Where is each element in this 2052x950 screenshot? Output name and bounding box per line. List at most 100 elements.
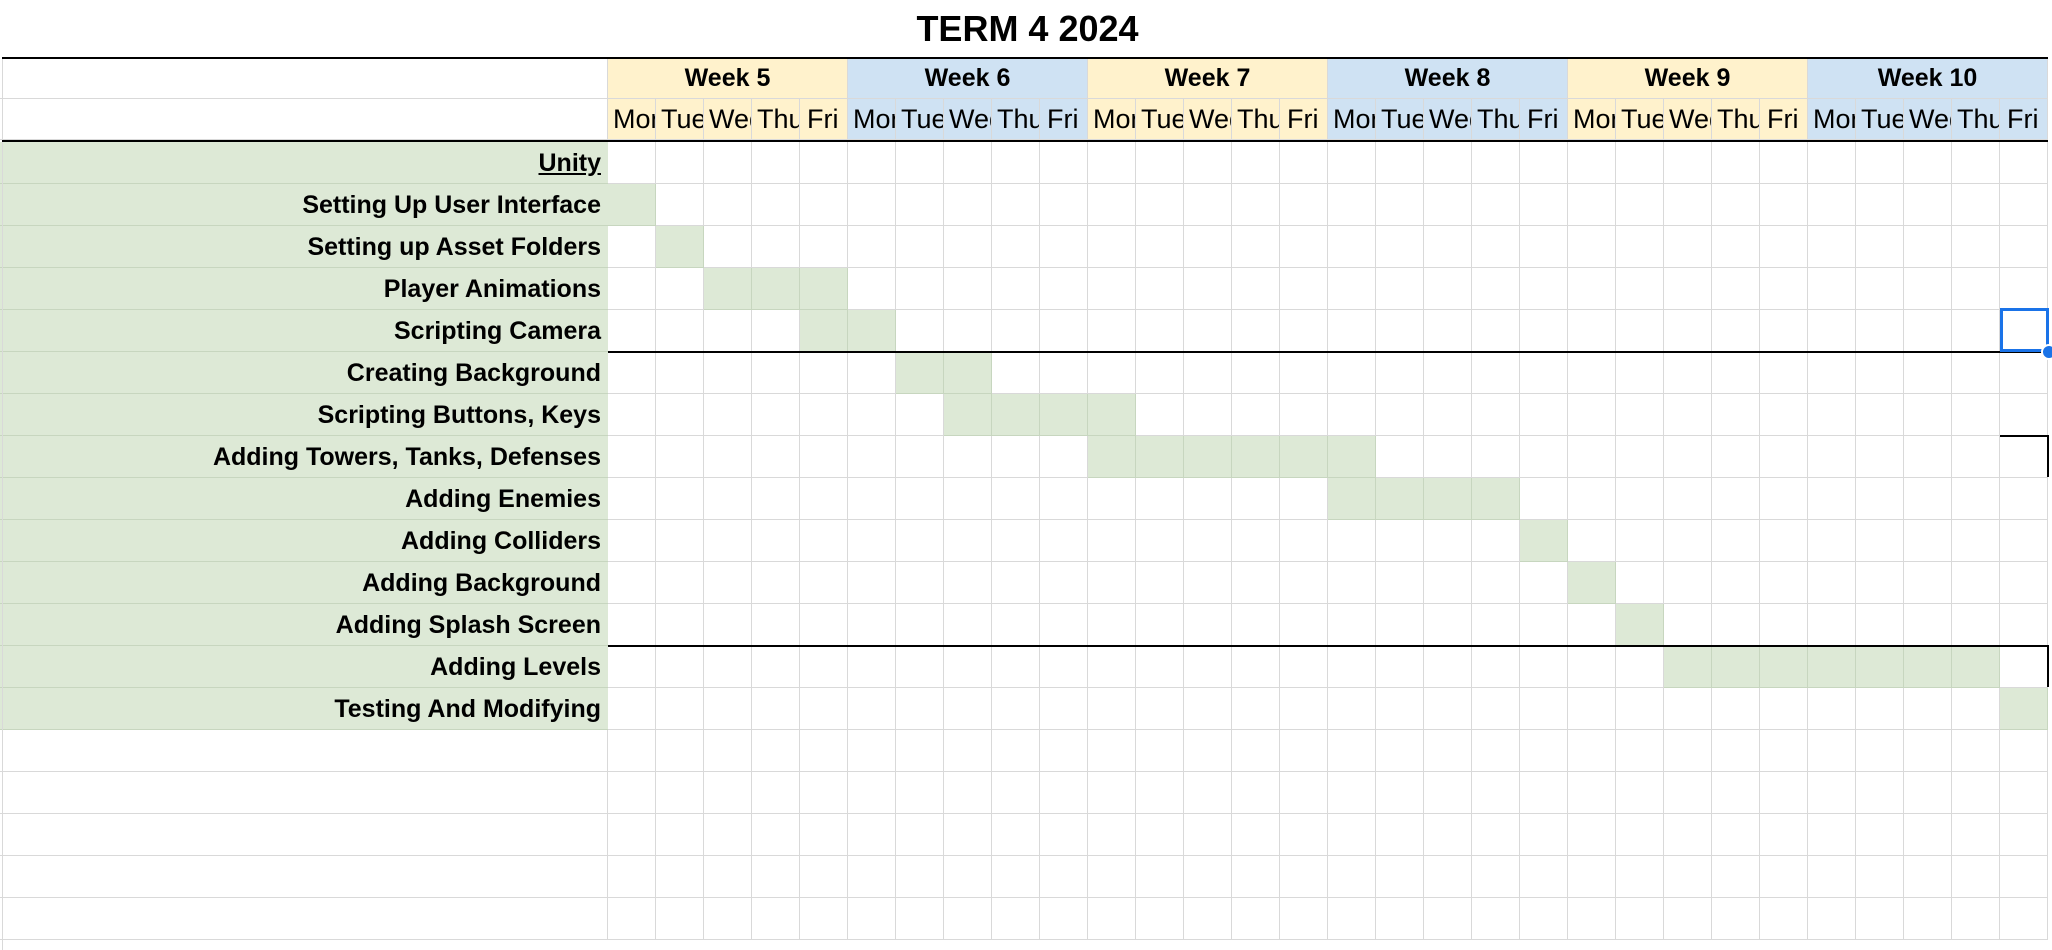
grid-cell[interactable] [1856,310,1904,352]
day-header[interactable]: Thu [992,99,1040,140]
grid-cell[interactable] [1760,814,1808,856]
day-header[interactable]: Tue [1376,99,1424,140]
day-header[interactable]: Mon [848,99,896,140]
grid-cell[interactable] [704,688,752,730]
gantt-bar-cell[interactable] [1328,436,1376,478]
grid-cell[interactable] [800,478,848,520]
grid-cell[interactable] [800,436,848,478]
grid-cell[interactable] [1760,772,1808,814]
grid-cell[interactable] [1472,856,1520,898]
section-header-cell[interactable]: Unity [0,142,608,184]
task-label-cell[interactable]: Adding Splash Screen [0,604,608,646]
grid-cell[interactable] [1856,604,1904,646]
grid-cell[interactable] [1184,646,1232,688]
grid-cell[interactable] [1232,646,1280,688]
grid-cell[interactable] [1328,184,1376,226]
grid-cell[interactable] [1568,688,1616,730]
grid-cell[interactable] [1040,772,1088,814]
grid-cell[interactable] [1424,604,1472,646]
grid-cell[interactable] [1232,310,1280,352]
grid-cell[interactable] [1280,730,1328,772]
grid-cell[interactable] [944,814,992,856]
grid-cell[interactable] [1472,898,1520,940]
grid-cell[interactable] [1952,604,2000,646]
task-label-cell[interactable]: Creating Background [0,352,608,394]
grid-cell[interactable] [1568,352,1616,394]
grid-cell[interactable] [1568,184,1616,226]
grid-cell[interactable] [1136,646,1184,688]
grid-cell[interactable] [1424,436,1472,478]
grid-cell[interactable] [0,814,608,856]
grid-cell[interactable] [1232,604,1280,646]
grid-cell[interactable] [1472,436,1520,478]
grid-cell[interactable] [1088,310,1136,352]
grid-cell[interactable] [1664,520,1712,562]
grid-cell[interactable] [1760,562,1808,604]
grid-cell[interactable] [1520,646,1568,688]
day-header[interactable]: Thu [752,99,800,140]
grid-cell[interactable] [1664,562,1712,604]
grid-cell[interactable] [1952,310,2000,352]
grid-cell[interactable] [608,772,656,814]
grid-cell[interactable] [608,856,656,898]
grid-cell[interactable] [1904,562,1952,604]
grid-cell[interactable] [752,688,800,730]
grid-cell[interactable] [704,730,752,772]
grid-cell[interactable] [1808,352,1856,394]
grid-cell[interactable] [1088,478,1136,520]
grid-cell[interactable] [1280,814,1328,856]
grid-cell[interactable] [752,730,800,772]
grid-cell[interactable] [1376,688,1424,730]
grid-cell[interactable] [1664,184,1712,226]
grid-cell[interactable] [1424,268,1472,310]
day-header[interactable]: Wed [944,99,992,140]
grid-cell[interactable] [1856,436,1904,478]
task-label-cell[interactable]: Testing And Modifying [0,688,608,730]
grid-cell[interactable] [656,310,704,352]
grid-cell[interactable] [800,562,848,604]
grid-cell[interactable] [1952,478,2000,520]
grid-cell[interactable] [1424,772,1472,814]
day-header[interactable]: Thu [1952,99,2000,140]
gantt-bar-cell[interactable] [2000,688,2048,730]
grid-cell[interactable] [1280,856,1328,898]
week-header[interactable]: Week 8 [1328,58,1568,99]
grid-cell[interactable] [1808,520,1856,562]
grid-cell[interactable] [2000,394,2048,436]
grid-cell[interactable] [1712,184,1760,226]
gantt-bar-cell[interactable] [1232,436,1280,478]
grid-cell[interactable] [1280,478,1328,520]
grid-cell[interactable] [704,604,752,646]
grid-cell[interactable] [704,520,752,562]
grid-cell[interactable] [1616,646,1664,688]
grid-cell[interactable] [1664,310,1712,352]
grid-cell[interactable] [1520,562,1568,604]
grid-cell[interactable] [1136,226,1184,268]
grid-cell[interactable] [1136,478,1184,520]
grid-cell[interactable] [896,856,944,898]
grid-cell[interactable] [1952,142,2000,184]
grid-cell[interactable] [1856,352,1904,394]
grid-cell[interactable] [1568,856,1616,898]
grid-cell[interactable] [992,856,1040,898]
grid-cell[interactable] [1568,604,1616,646]
grid-cell[interactable] [1040,898,1088,940]
grid-cell[interactable] [656,646,704,688]
gantt-bar-cell[interactable] [1664,646,1712,688]
grid-cell[interactable] [1472,268,1520,310]
grid-cell[interactable] [1856,268,1904,310]
grid-cell[interactable] [656,184,704,226]
grid-cell[interactable] [656,562,704,604]
grid-cell[interactable] [1040,226,1088,268]
grid-cell[interactable] [1664,898,1712,940]
grid-cell[interactable] [896,520,944,562]
gantt-bar-cell[interactable] [752,268,800,310]
grid-cell[interactable] [1760,268,1808,310]
day-header[interactable]: Mon [1328,99,1376,140]
grid-cell[interactable] [1616,394,1664,436]
grid-cell[interactable] [1952,436,2000,478]
grid-cell[interactable] [1616,142,1664,184]
grid-cell[interactable] [1184,310,1232,352]
grid-cell[interactable] [1760,226,1808,268]
grid-cell[interactable] [1520,604,1568,646]
